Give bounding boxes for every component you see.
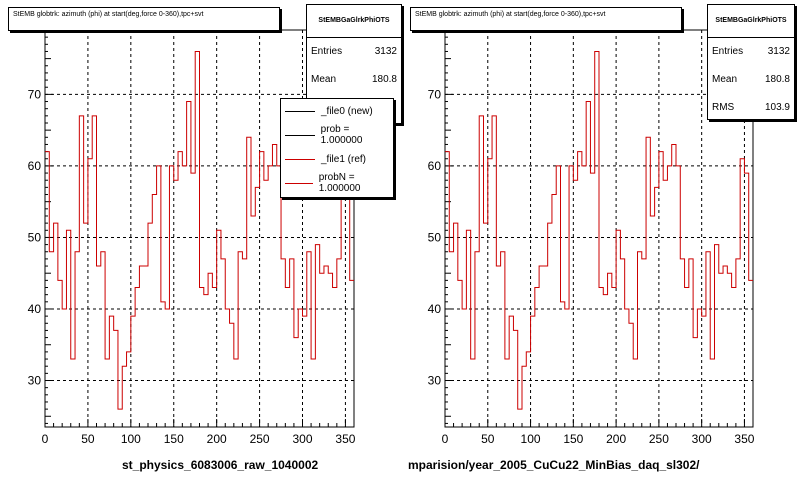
x-tick-label: 150 (563, 432, 583, 446)
stats-header: StEMBGaGlrkPhiOTS (307, 5, 401, 38)
stats-header: StEMBGaGlrkPhiOTS (708, 5, 794, 38)
x-tick-label: 0 (42, 432, 49, 446)
y-tick-label: 30 (428, 374, 442, 388)
x-tick-label: 200 (606, 432, 626, 446)
x-tick-label: 100 (521, 432, 541, 446)
y-tick-label: 50 (428, 230, 442, 244)
x-tick-label: 50 (81, 432, 95, 446)
legend-label: _file1 (ref) (321, 153, 367, 165)
x-tick-label: 300 (292, 432, 312, 446)
stats-mean-value: 180.8 (764, 74, 790, 85)
legend-entry: probN = 1.000000 (281, 171, 393, 195)
legend-line-icon (285, 182, 313, 184)
y-tick-label: 70 (28, 87, 42, 101)
x-tick-label: 350 (734, 432, 754, 446)
legend-label: prob = 1.000000 (320, 124, 363, 146)
y-tick-label: 60 (28, 159, 42, 173)
legend-line-icon (285, 110, 315, 112)
legend-entry: prob = 1.000000 (281, 123, 393, 147)
x-tick-label: 50 (481, 432, 495, 446)
left-plot-title: StEMB globtrk: azimuth (phi) at start(de… (8, 7, 280, 31)
y-tick-label: 40 (28, 302, 42, 316)
y-tick-label: 60 (428, 159, 442, 173)
left-bottom-label: st_physics_6083006_raw_1040002 (122, 458, 319, 472)
x-tick-label: 350 (335, 432, 355, 446)
histogram-series-line (445, 50, 753, 410)
x-tick-label: 300 (692, 432, 712, 446)
stats-mean-label: Mean (712, 74, 738, 85)
y-tick-label: 70 (428, 87, 442, 101)
right-bottom-label: mparision/year_2005_CuCu22_MinBias_daq_s… (408, 458, 700, 472)
stats-entries-value: 3132 (374, 46, 397, 57)
histogram-series-line (45, 50, 354, 410)
legend-label: _file0 (new) (321, 105, 373, 117)
x-tick-label: 0 (442, 432, 449, 446)
stats-rms-label: RMS (712, 102, 735, 113)
legend-entry: _file0 (new) (281, 99, 393, 123)
x-tick-label: 250 (649, 432, 669, 446)
right-stats-box: StEMBGaGlrkPhiOTS Entries 3132 Mean 180.… (707, 4, 795, 120)
stats-rms-value: 103.9 (764, 102, 790, 113)
stats-mean-value: 180.8 (371, 74, 397, 85)
stats-entries-label: Entries (311, 46, 343, 57)
x-tick-label: 150 (164, 432, 184, 446)
stats-rms-row: RMS 103.9 (708, 94, 794, 122)
x-tick-label: 100 (121, 432, 141, 446)
left-legend: _file0 (new) prob = 1.000000 _file1 (ref… (280, 98, 394, 198)
stats-entries-value: 3132 (767, 46, 790, 57)
stats-entries-label: Entries (712, 46, 744, 57)
y-tick-label: 40 (428, 302, 442, 316)
stats-mean-row: Mean 180.8 (307, 66, 401, 94)
stats-entries-row: Entries 3132 (708, 38, 794, 66)
stats-mean-label: Mean (311, 74, 337, 85)
x-tick-label: 250 (250, 432, 270, 446)
y-tick-label: 50 (28, 230, 42, 244)
stats-entries-row: Entries 3132 (307, 38, 401, 66)
right-plot-title: StEMB globtrk: azimuth (phi) at start(de… (410, 7, 682, 31)
right-histogram-plot: 0 50 100 150 200 250 300 350 30 40 50 60 70 (428, 29, 755, 446)
legend-line-icon (285, 134, 315, 136)
left-histogram-plot: 0 50 100 150 200 250 300 350 30 40 50 60 70 (28, 29, 356, 446)
y-tick-label: 30 (28, 374, 42, 388)
legend-label: probN = 1.000000 (318, 172, 361, 194)
stats-mean-row: Mean 180.8 (708, 66, 794, 94)
legend-line-icon (285, 158, 315, 160)
legend-entry: _file1 (ref) (281, 147, 393, 171)
x-tick-label: 200 (207, 432, 227, 446)
